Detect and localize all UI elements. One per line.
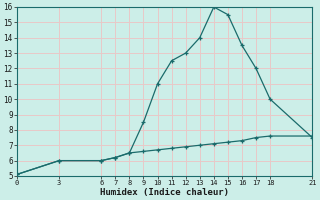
X-axis label: Humidex (Indice chaleur): Humidex (Indice chaleur) — [100, 188, 229, 197]
